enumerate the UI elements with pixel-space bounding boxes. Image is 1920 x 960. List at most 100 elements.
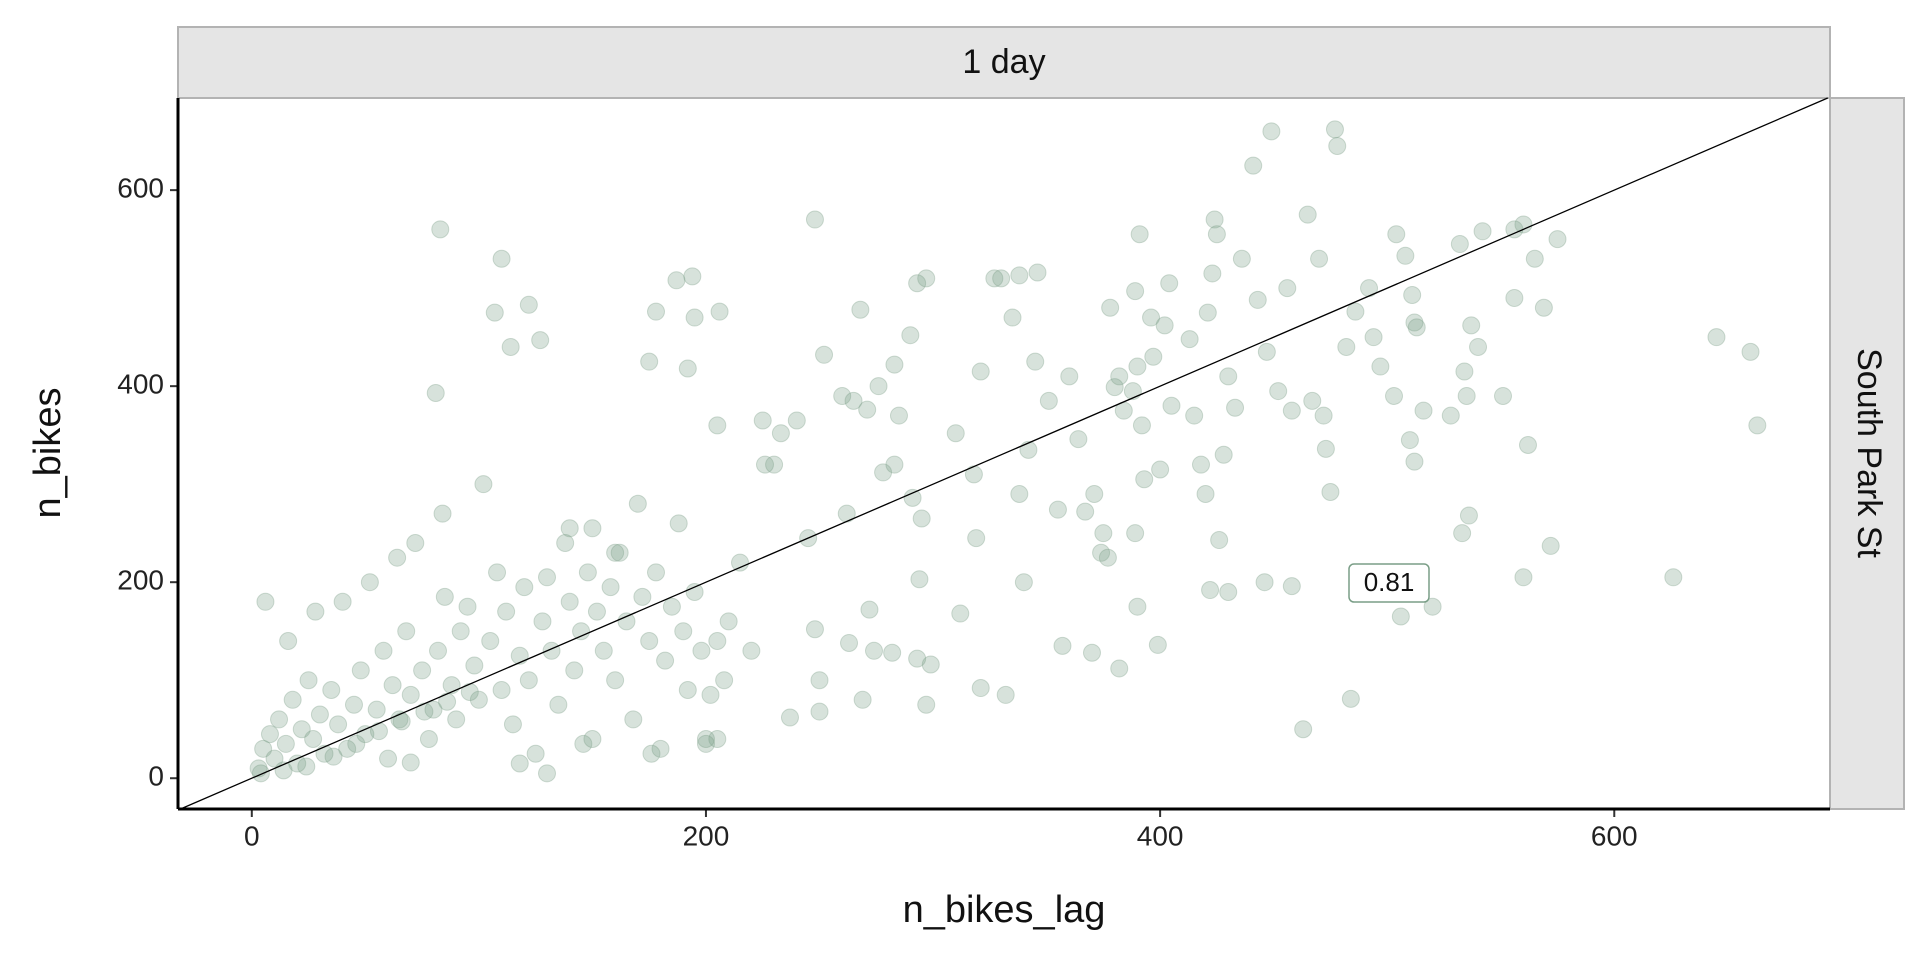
- point: [306, 602, 325, 621]
- point: [538, 764, 557, 783]
- point: [1060, 367, 1079, 386]
- point: [583, 519, 602, 538]
- point: [442, 676, 461, 695]
- point: [254, 739, 273, 758]
- point: [249, 759, 268, 778]
- point: [903, 488, 922, 507]
- point: [844, 391, 863, 410]
- point: [678, 359, 697, 378]
- point: [787, 411, 806, 430]
- point: [901, 326, 920, 345]
- point: [1262, 122, 1281, 141]
- point: [1548, 230, 1567, 249]
- point: [338, 739, 357, 758]
- point: [910, 570, 929, 589]
- point: [315, 744, 334, 763]
- point: [1244, 156, 1263, 175]
- point: [1180, 330, 1199, 349]
- point: [1282, 577, 1301, 596]
- point: [1010, 266, 1029, 285]
- point: [1314, 406, 1333, 425]
- point: [667, 271, 686, 290]
- point: [885, 455, 904, 474]
- point: [647, 563, 666, 582]
- point: [329, 715, 348, 734]
- point: [1151, 460, 1170, 479]
- point: [519, 295, 538, 314]
- point: [374, 641, 393, 660]
- y-tick-label: 200: [117, 565, 164, 596]
- point: [1085, 484, 1104, 503]
- point: [606, 543, 625, 562]
- point: [696, 730, 715, 749]
- point: [765, 455, 784, 474]
- point: [383, 676, 402, 695]
- point: [1026, 352, 1045, 371]
- point: [1303, 391, 1322, 410]
- point: [1003, 308, 1022, 327]
- point: [1092, 543, 1111, 562]
- point: [1391, 607, 1410, 626]
- point: [678, 681, 697, 700]
- point: [276, 734, 295, 753]
- point: [292, 720, 311, 739]
- point: [753, 411, 772, 430]
- point: [708, 632, 727, 651]
- point: [921, 655, 940, 674]
- point: [515, 578, 534, 597]
- point: [1316, 439, 1335, 458]
- point: [1028, 263, 1047, 282]
- point: [1269, 382, 1288, 401]
- point: [1094, 524, 1113, 543]
- point: [1525, 249, 1544, 268]
- point: [324, 747, 343, 766]
- point: [651, 739, 670, 758]
- point: [858, 400, 877, 419]
- point: [1346, 302, 1365, 321]
- point: [780, 708, 799, 727]
- point: [1132, 416, 1151, 435]
- x-axis-title: n_bikes_lag: [903, 889, 1106, 931]
- point: [1707, 328, 1726, 347]
- point: [265, 749, 284, 768]
- point: [805, 210, 824, 229]
- point: [1514, 568, 1533, 587]
- point: [1203, 264, 1222, 283]
- identity-line: [180, 97, 1828, 810]
- point: [674, 622, 693, 641]
- point: [1248, 290, 1267, 309]
- point: [510, 646, 529, 665]
- point: [874, 463, 893, 482]
- point: [431, 220, 450, 239]
- point: [565, 661, 584, 680]
- point: [1205, 210, 1224, 229]
- point: [647, 302, 666, 321]
- point: [1462, 316, 1481, 335]
- point: [833, 386, 852, 405]
- point: [967, 529, 986, 548]
- point: [708, 416, 727, 435]
- point: [1185, 406, 1204, 425]
- point: [333, 592, 352, 611]
- point: [1142, 308, 1161, 327]
- point: [510, 754, 529, 773]
- point: [606, 671, 625, 690]
- point: [1450, 235, 1469, 254]
- point: [526, 744, 545, 763]
- point: [1664, 568, 1683, 587]
- point: [1126, 282, 1145, 301]
- point: [640, 352, 659, 371]
- point: [683, 267, 702, 286]
- point: [538, 568, 557, 587]
- point: [419, 730, 438, 749]
- x-tick-label: 200: [683, 820, 730, 851]
- facet-label: South Park St: [1850, 348, 1888, 558]
- point: [908, 274, 927, 293]
- point: [633, 587, 652, 606]
- point: [1219, 367, 1238, 386]
- point: [426, 384, 445, 403]
- point: [1441, 406, 1460, 425]
- point: [533, 612, 552, 631]
- point: [742, 641, 761, 660]
- point: [815, 345, 834, 364]
